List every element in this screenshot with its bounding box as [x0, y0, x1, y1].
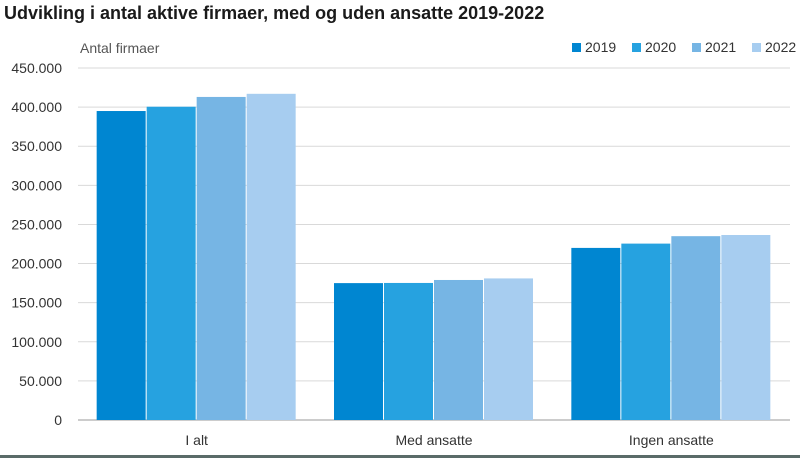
legend-swatch-2019 — [572, 43, 581, 52]
y-tick-label: 350.000 — [11, 138, 62, 154]
y-tick-label: 0 — [54, 412, 62, 428]
legend-swatch-2022 — [752, 43, 761, 52]
y-tick-label: 450.000 — [11, 60, 62, 76]
y-axis-tick-labels: 0 50.000 100.000 150.000 200.000 250.000 300.0… — [11, 60, 62, 428]
bar-2020 — [621, 243, 671, 420]
bar-2022 — [721, 235, 771, 420]
bar-2020 — [384, 282, 433, 420]
legend-label: 2019 — [585, 39, 616, 55]
legend-swatch-2020 — [632, 43, 641, 52]
y-tick-label: 200.000 — [11, 256, 62, 272]
bar-2022 — [484, 278, 533, 420]
x-tick-label: Ingen ansatte — [629, 432, 714, 448]
legend: 2019 2020 2021 2022 — [572, 39, 796, 55]
legend-label: 2021 — [705, 39, 736, 55]
bar-2021 — [434, 279, 483, 420]
y-tick-label: 250.000 — [11, 216, 62, 232]
y-tick-label: 400.000 — [11, 99, 62, 115]
bars — [96, 93, 771, 421]
legend-swatch-2021 — [692, 43, 701, 52]
y-tick-label: 150.000 — [11, 295, 62, 311]
x-axis-category-labels: I alt Med ansatte Ingen ansatte — [185, 432, 714, 448]
bar-2022 — [246, 93, 296, 421]
x-tick-label: Med ansatte — [395, 432, 472, 448]
y-tick-label: 300.000 — [11, 177, 62, 193]
bottom-divider — [0, 455, 800, 458]
bar-2021 — [196, 96, 246, 420]
legend-label: 2022 — [765, 39, 796, 55]
bar-2019 — [96, 111, 146, 421]
bar-2019 — [571, 247, 621, 420]
bar-2021 — [671, 236, 721, 420]
y-tick-label: 50.000 — [19, 373, 62, 389]
bar-2019 — [334, 283, 383, 420]
y-tick-label: 100.000 — [11, 334, 62, 350]
legend-label: 2020 — [645, 39, 676, 55]
y-axis-label: Antal firmaer — [80, 40, 160, 56]
bar-2020 — [146, 106, 196, 420]
x-tick-label: I alt — [185, 432, 208, 448]
chart-title: Udvikling i antal aktive firmaer, med og… — [4, 3, 545, 23]
